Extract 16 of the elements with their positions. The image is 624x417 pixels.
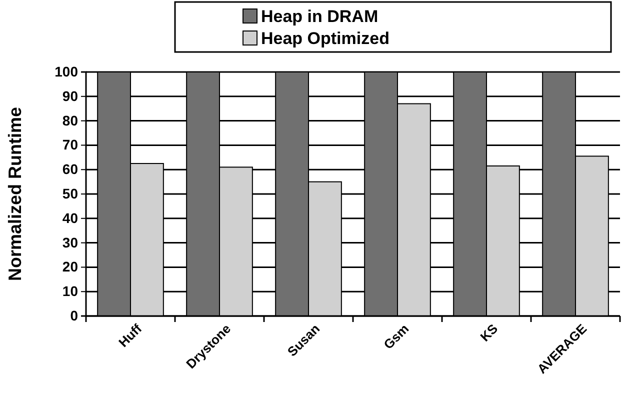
- y-tick-label: 0: [70, 307, 78, 324]
- y-tick-label: 100: [54, 63, 78, 80]
- y-tick-label: 90: [62, 88, 78, 104]
- legend-label: Heap Optimized: [261, 29, 390, 48]
- legend-label: Heap in DRAM: [261, 7, 378, 26]
- y-axis-title: Normalized Runtime: [5, 106, 25, 282]
- x-tick-label: KS: [477, 320, 501, 344]
- y-tick-label: 60: [62, 161, 78, 178]
- y-tick-label: 50: [62, 185, 78, 202]
- y-tick-label: 70: [62, 136, 78, 153]
- y-tick-label: 20: [62, 258, 78, 275]
- y-tick-label: 40: [62, 210, 78, 226]
- x-tick-label: Gsm: [380, 321, 412, 352]
- y-tick-label: 10: [62, 283, 78, 300]
- y-tick-label: 80: [62, 112, 78, 128]
- y-tick-label: 30: [62, 234, 78, 250]
